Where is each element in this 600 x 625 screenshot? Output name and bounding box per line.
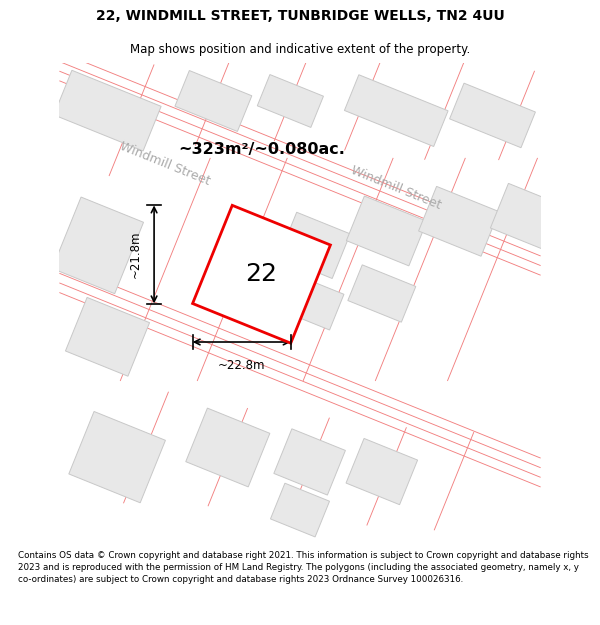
- Polygon shape: [348, 265, 416, 322]
- Polygon shape: [69, 411, 166, 502]
- Polygon shape: [52, 197, 143, 294]
- Polygon shape: [346, 438, 418, 505]
- Polygon shape: [257, 74, 323, 128]
- Polygon shape: [346, 196, 427, 266]
- Polygon shape: [449, 83, 535, 148]
- Polygon shape: [490, 183, 562, 249]
- Text: ~21.8m: ~21.8m: [129, 231, 142, 278]
- Polygon shape: [271, 483, 329, 537]
- Text: Map shows position and indicative extent of the property.: Map shows position and indicative extent…: [130, 42, 470, 56]
- Text: Windmill Street: Windmill Street: [118, 139, 212, 188]
- Polygon shape: [344, 75, 448, 146]
- Polygon shape: [186, 408, 270, 487]
- Polygon shape: [285, 276, 344, 330]
- Polygon shape: [419, 186, 499, 256]
- Text: ~22.8m: ~22.8m: [218, 359, 265, 372]
- Polygon shape: [193, 206, 331, 343]
- Text: 22: 22: [245, 262, 277, 286]
- Polygon shape: [175, 71, 252, 131]
- Text: ~323m²/~0.080ac.: ~323m²/~0.080ac.: [178, 142, 345, 157]
- Polygon shape: [278, 213, 350, 279]
- Polygon shape: [274, 429, 346, 495]
- Polygon shape: [65, 298, 149, 376]
- Polygon shape: [54, 70, 161, 151]
- Text: Contains OS data © Crown copyright and database right 2021. This information is : Contains OS data © Crown copyright and d…: [18, 551, 589, 584]
- Text: Windmill Street: Windmill Street: [349, 164, 443, 212]
- Text: 22, WINDMILL STREET, TUNBRIDGE WELLS, TN2 4UU: 22, WINDMILL STREET, TUNBRIDGE WELLS, TN…: [95, 9, 505, 23]
